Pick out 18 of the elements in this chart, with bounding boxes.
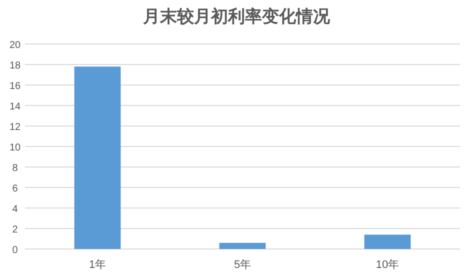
y-tick-label: 4 xyxy=(12,204,18,215)
y-tick-label: 12 xyxy=(9,122,21,133)
y-tick-label: 18 xyxy=(9,60,21,72)
x-tick-label: 1年 xyxy=(88,259,106,271)
y-tick-label: 20 xyxy=(9,40,21,51)
chart-title: 月末较月初利率变化情况 xyxy=(142,7,331,26)
y-tick-label: 0 xyxy=(12,245,18,256)
x-tick-label: 10年 xyxy=(376,259,400,271)
y-tick-label: 16 xyxy=(9,81,21,92)
bar xyxy=(74,66,121,249)
y-tick-label: 6 xyxy=(12,184,18,194)
y-tick-label: 8 xyxy=(12,163,18,174)
y-tick-label: 2 xyxy=(12,224,18,236)
y-tick-label: 10 xyxy=(9,142,21,154)
bar xyxy=(364,234,411,249)
bar xyxy=(219,242,266,249)
x-tick-label: 5年 xyxy=(234,259,252,271)
y-tick-label: 14 xyxy=(9,102,21,112)
